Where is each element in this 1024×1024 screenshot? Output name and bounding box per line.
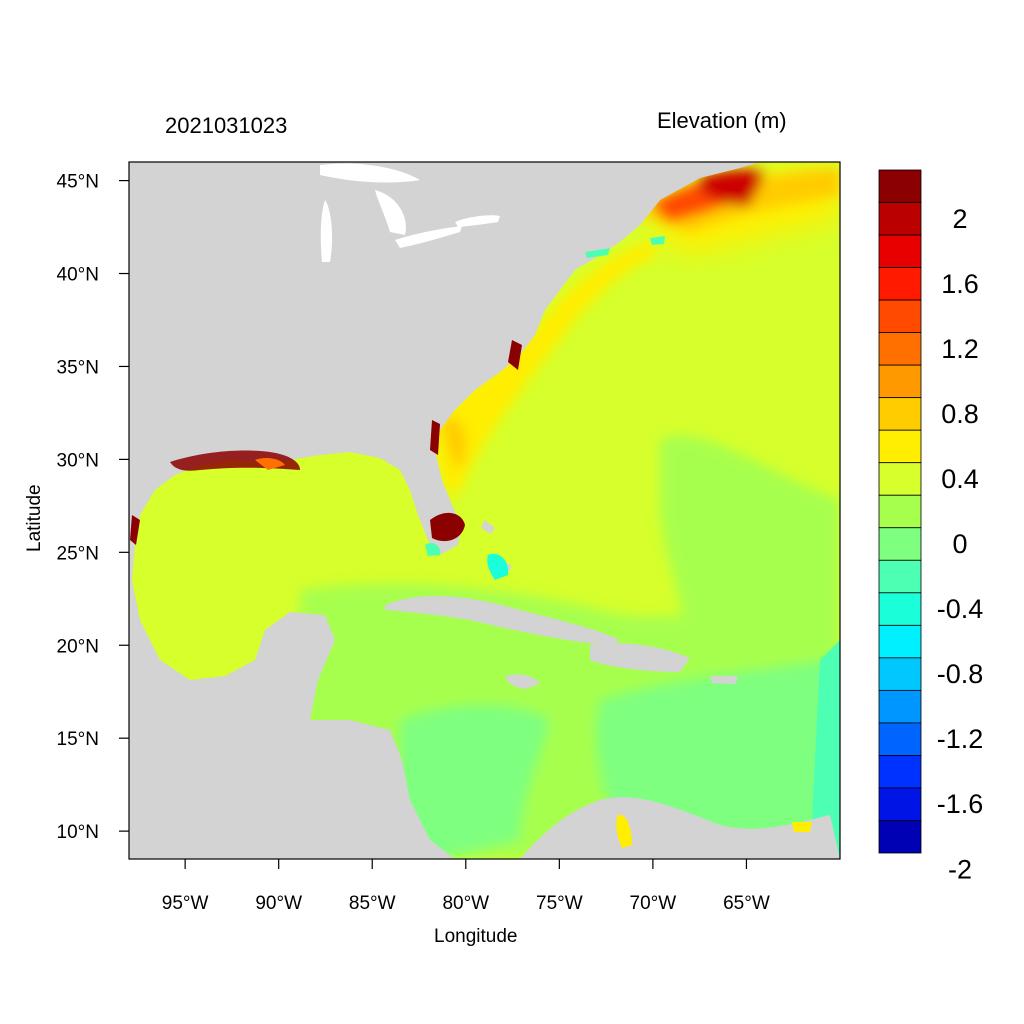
florida-bay-cyan	[425, 543, 441, 556]
colorbar-swatch	[878, 234, 922, 268]
colorbar-label: -1.2	[937, 724, 984, 754]
colorbar-swatch	[878, 462, 922, 496]
georgia-coast-flood	[430, 420, 440, 455]
lat-tick-label: 30°N	[57, 450, 99, 471]
maracaibo-yellow	[616, 814, 632, 848]
colorbar-swatch	[878, 657, 922, 691]
lon-tick-label: 85°W	[349, 893, 396, 914]
hispaniola	[590, 643, 690, 672]
colorbar-swatch	[878, 559, 922, 594]
colorbar-swatch	[878, 820, 922, 854]
lon-tick-label: 90°W	[255, 893, 302, 914]
x-axis-label: Longitude	[434, 926, 518, 947]
land-mask	[129, 162, 840, 859]
colorbar-swatch	[878, 592, 922, 626]
colorbar-swatch	[878, 787, 922, 821]
colorbar	[878, 169, 922, 854]
windward-minus-region	[810, 640, 840, 859]
lon-tick-label: 70°W	[630, 893, 677, 914]
colorbar-label: -0.4	[937, 594, 984, 624]
latitude-ticks: 45°N 40°N 35°N 30°N 25°N 20°N 15°N 10°N	[57, 172, 129, 843]
lat-tick-label: 25°N	[57, 543, 99, 564]
carolina-coast-flood	[508, 340, 522, 370]
colorbar-swatch	[878, 169, 922, 203]
variable-label: Elevation (m)	[657, 108, 787, 133]
east-coast-yellow-band	[430, 240, 660, 500]
bahamas	[481, 520, 512, 571]
lat-tick-label: 20°N	[57, 636, 99, 657]
lake-huron	[375, 190, 406, 235]
colorbar-swatch	[878, 527, 922, 561]
lake-superior	[320, 163, 420, 183]
puerto-rico	[710, 676, 738, 684]
colorbar-labels: 2 1.6 1.2 0.8 0.4 0 -0.4 -0.8 -1.2 -1.6 -2	[937, 204, 984, 884]
lon-tick-label: 75°W	[536, 893, 583, 914]
atlantic-low-region	[660, 435, 840, 700]
colombia-basin-low	[400, 705, 550, 859]
bay-of-fundy-darkred	[700, 170, 765, 206]
great-lakes	[320, 163, 500, 262]
colorbar-swatch	[878, 494, 922, 529]
colorbar-swatch	[878, 722, 922, 756]
colorbar-swatch	[878, 689, 922, 724]
date-label: 2021031023	[165, 113, 288, 138]
colorbar-swatch	[878, 202, 922, 236]
south-america-land	[520, 797, 840, 859]
long-island-cyan	[585, 248, 610, 258]
longitude-ticks: 95°W 90°W 85°W 80°W 75°W 70°W 65°W	[162, 859, 770, 914]
colorbar-swatch	[878, 299, 922, 334]
lon-tick-label: 95°W	[162, 893, 209, 914]
paria-yellow	[792, 822, 812, 832]
colorbar-swatch	[878, 267, 922, 301]
colorbar-label: 2	[952, 204, 967, 234]
north-america-land	[129, 162, 760, 859]
south-florida-flood	[430, 512, 465, 542]
lat-tick-label: 15°N	[57, 729, 99, 750]
lon-tick-label: 80°W	[442, 893, 489, 914]
lat-tick-label: 45°N	[57, 172, 99, 193]
colorbar-swatch	[878, 364, 922, 399]
map-plot-area	[129, 162, 840, 859]
colorbar-label: 1.6	[941, 269, 979, 299]
lat-tick-label: 10°N	[57, 822, 99, 843]
florida-orange-band	[440, 417, 467, 470]
colorbar-label: -0.8	[937, 659, 984, 689]
lake-erie	[395, 226, 462, 248]
colorbar-label: -2	[948, 854, 972, 884]
colorbar-label: 1.2	[941, 334, 979, 364]
colorbar-label: 0	[952, 529, 967, 559]
lake-michigan	[320, 200, 333, 262]
colorbar-swatch	[878, 332, 922, 366]
lon-tick-label: 65°W	[723, 893, 770, 914]
bahamas-banks-cyan	[487, 553, 509, 580]
colorbar-swatch	[878, 755, 922, 789]
texas-coast-flood	[130, 515, 140, 545]
plot-frame	[128, 161, 841, 860]
colorbar-label: -1.6	[937, 789, 984, 819]
jamaica	[505, 674, 540, 689]
mobile-bay-surge	[255, 457, 285, 470]
colorbar-label: 0.4	[941, 464, 979, 494]
colorbar-label: 0.8	[941, 399, 979, 429]
cape-cod-cyan	[650, 236, 665, 245]
colorbar-swatch	[878, 624, 922, 659]
cuba	[385, 595, 620, 646]
gulf-coast-orange-spots	[255, 457, 285, 470]
colorbar-swatch	[878, 429, 922, 464]
colorbar-swatch	[878, 397, 922, 431]
lat-tick-label: 40°N	[57, 265, 99, 286]
lake-ontario	[455, 215, 500, 227]
lat-tick-label: 35°N	[57, 357, 99, 378]
